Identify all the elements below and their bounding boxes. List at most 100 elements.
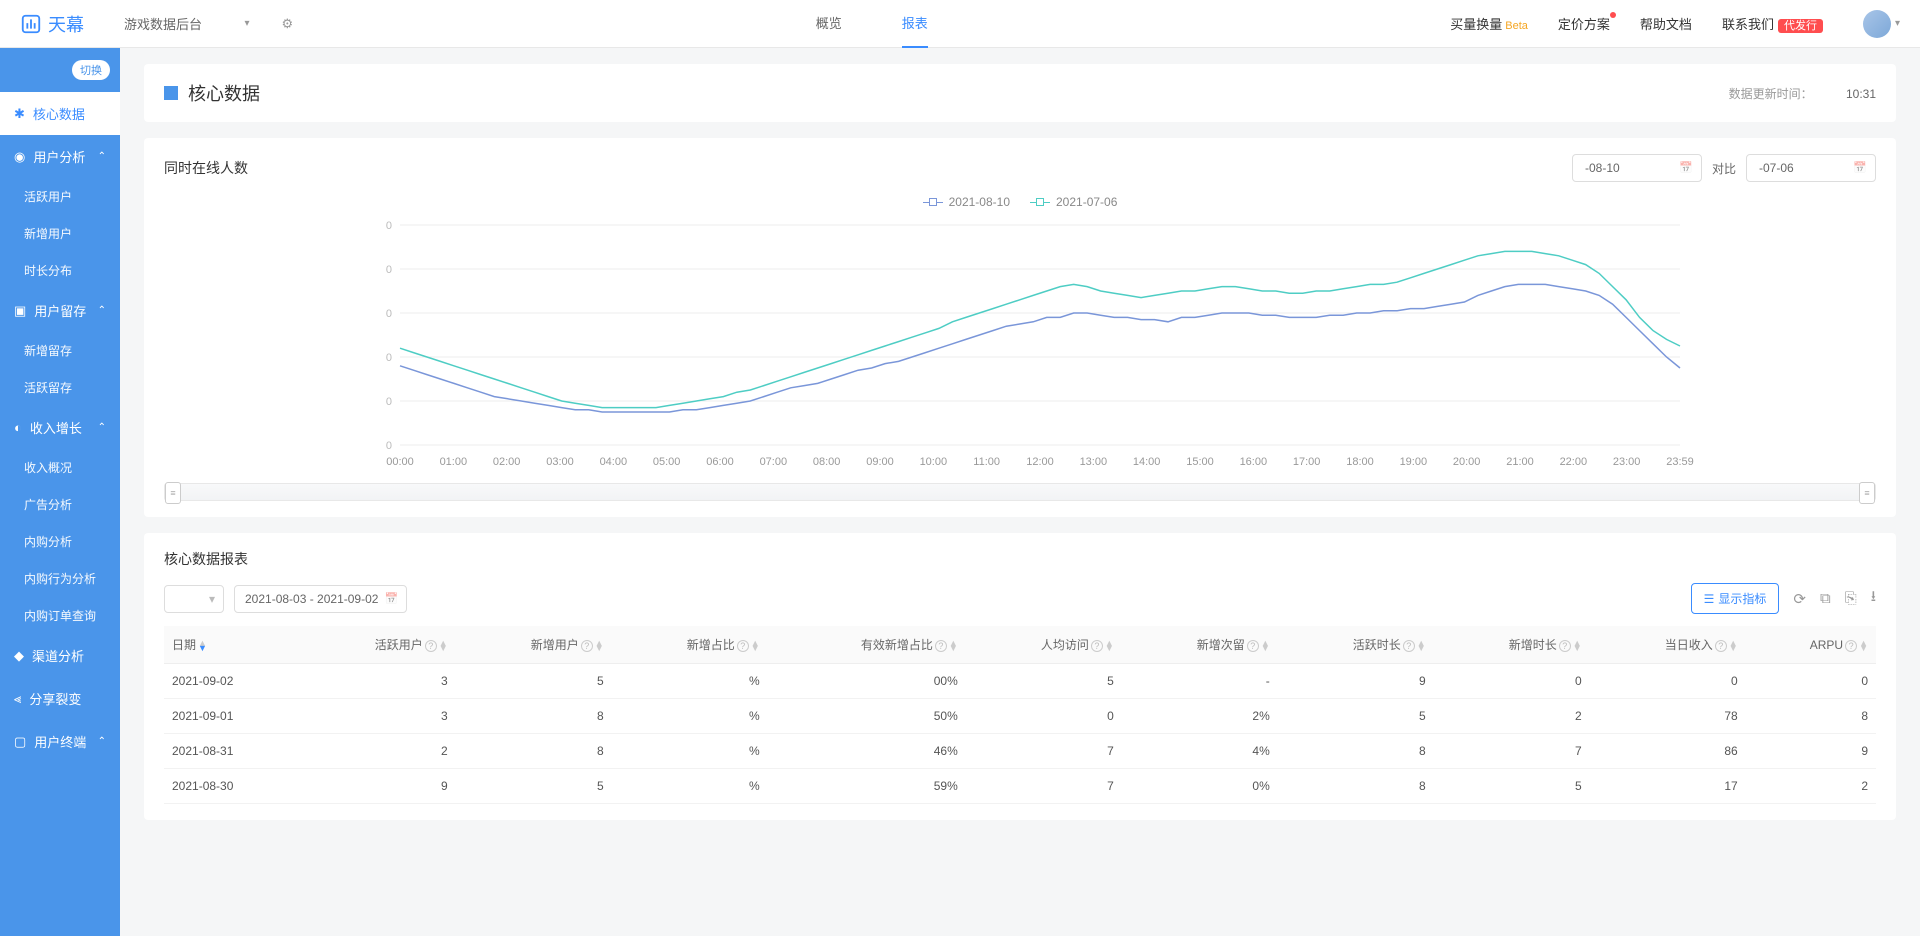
col-header[interactable]: 新增次留?▲▼	[1122, 626, 1278, 664]
sidebar-item-device[interactable]: ▢ 用户终端⌃	[0, 720, 120, 763]
table-cell: 2%	[1122, 699, 1278, 734]
sidebar-sub-iap-behavior[interactable]: 内购行为分析	[0, 560, 120, 597]
tab-overview[interactable]: 概览	[816, 0, 842, 48]
table-cell: 2021-09-01	[164, 699, 300, 734]
update-time: 数据更新时间： 10:31	[1729, 85, 1876, 102]
svg-text:23:59: 23:59	[1666, 456, 1694, 468]
col-header[interactable]: 活跃用户?▲▼	[300, 626, 456, 664]
table-cell: %	[612, 699, 768, 734]
svg-text:08:00: 08:00	[813, 456, 841, 468]
sidebar-item-user-analysis[interactable]: ◉ 用户分析⌃	[0, 135, 120, 178]
svg-text:13:00: 13:00	[1080, 456, 1108, 468]
table-cell: 0	[966, 699, 1122, 734]
nav-contact[interactable]: 联系我们代发行	[1722, 14, 1823, 33]
col-header[interactable]: 新增时长?▲▼	[1434, 626, 1590, 664]
col-header[interactable]: 当日收入?▲▼	[1590, 626, 1746, 664]
copy-icon[interactable]: ⧉	[1820, 590, 1831, 607]
col-header[interactable]: ARPU?▲▼	[1746, 626, 1876, 664]
switch-button[interactable]: 切换	[72, 60, 110, 80]
sidebar-sub-ad-analysis[interactable]: 广告分析	[0, 486, 120, 523]
tab-report[interactable]: 报表	[902, 0, 928, 48]
table-cell: 3	[300, 699, 456, 734]
table-cell: 2	[1746, 769, 1876, 804]
table-cell: 2	[300, 734, 456, 769]
svg-text:09:00: 09:00	[866, 456, 894, 468]
svg-text:0: 0	[386, 220, 392, 232]
table-cell: 8	[1278, 769, 1434, 804]
nav-help[interactable]: 帮助文档	[1640, 14, 1692, 33]
table-cell: 0	[1590, 664, 1746, 699]
col-header[interactable]: 活跃时长?▲▼	[1278, 626, 1434, 664]
date-picker-1[interactable]: -08-10	[1572, 154, 1702, 182]
chart-title: 同时在线人数	[164, 158, 248, 178]
table-cell: 50%	[768, 699, 966, 734]
col-header[interactable]: 新增用户?▲▼	[456, 626, 612, 664]
refresh-icon[interactable]: ⟳	[1793, 590, 1806, 608]
table-cell: 4%	[1122, 734, 1278, 769]
svg-text:14:00: 14:00	[1133, 456, 1161, 468]
nav-traffic[interactable]: 买量换量Beta	[1450, 14, 1528, 33]
col-header[interactable]: 日期▲▼	[164, 626, 300, 664]
svg-text:07:00: 07:00	[760, 456, 788, 468]
sidebar-sub-active-retention[interactable]: 活跃留存	[0, 369, 120, 406]
sidebar-sub-iap-analysis[interactable]: 内购分析	[0, 523, 120, 560]
table-cell: 8	[1278, 734, 1434, 769]
table-date-range[interactable]: 2021-08-03 - 2021-09-02	[234, 585, 407, 613]
download-icon[interactable]: ⭳	[1871, 586, 1876, 611]
table-cell: 9	[1746, 734, 1876, 769]
time-slider[interactable]: ≡ ≡	[164, 483, 1876, 501]
sidebar-item-share[interactable]: ⪡ 分享裂变	[0, 677, 120, 720]
sidebar-item-channel[interactable]: ◆ 渠道分析	[0, 634, 120, 677]
col-header[interactable]: 有效新增占比?▲▼	[768, 626, 966, 664]
svg-text:02:00: 02:00	[493, 456, 521, 468]
table-cell: 78	[1590, 699, 1746, 734]
app-dropdown[interactable]: ▾	[210, 12, 261, 35]
sidebar-sub-active-users[interactable]: 活跃用户	[0, 178, 120, 215]
svg-text:16:00: 16:00	[1240, 456, 1268, 468]
sidebar-sub-iap-orders[interactable]: 内购订单查询	[0, 597, 120, 634]
table-cell: %	[612, 769, 768, 804]
table-cell: 86	[1590, 734, 1746, 769]
table-filter-select[interactable]	[164, 585, 224, 613]
table-row: 2021-09-0235%00%5-9000	[164, 664, 1876, 699]
sidebar-sub-new-retention[interactable]: 新增留存	[0, 332, 120, 369]
gear-icon[interactable]: ⚙	[282, 16, 294, 32]
logo[interactable]: 天幕	[20, 11, 84, 37]
sidebar-item-core[interactable]: ✱ 核心数据	[0, 92, 120, 135]
show-metrics-button[interactable]: ☰ 显示指标	[1691, 583, 1780, 614]
sidebar-sub-new-users[interactable]: 新增用户	[0, 215, 120, 252]
table-cell: 59%	[768, 769, 966, 804]
data-table: 日期▲▼活跃用户?▲▼新增用户?▲▼新增占比?▲▼有效新增占比?▲▼人均访问?▲…	[164, 626, 1876, 804]
svg-text:17:00: 17:00	[1293, 456, 1321, 468]
table-cell: 46%	[768, 734, 966, 769]
table-cell: -	[1122, 664, 1278, 699]
col-header[interactable]: 新增占比?▲▼	[612, 626, 768, 664]
nav-pricing[interactable]: 定价方案	[1558, 14, 1610, 33]
table-cell: 17	[1590, 769, 1746, 804]
svg-text:0: 0	[386, 264, 392, 276]
table-cell: 5	[456, 664, 612, 699]
export-icon[interactable]: ⎘	[1845, 590, 1857, 607]
avatar[interactable]	[1863, 10, 1891, 38]
main-content: 核心数据 数据更新时间： 10:31 同时在线人数 -08-10 对比 -07-…	[120, 48, 1920, 936]
date-picker-2[interactable]: -07-06	[1746, 154, 1876, 182]
sidebar-item-revenue[interactable]: ◐ 收入增长⌃	[0, 406, 120, 449]
svg-text:03:00: 03:00	[546, 456, 574, 468]
top-nav: 天幕 游戏数据后台 ▾ ⚙ 概览 报表 买量换量Beta 定价方案 帮助文档 联…	[0, 0, 1920, 48]
sidebar-item-retention[interactable]: ▣ 用户留存⌃	[0, 289, 120, 332]
svg-text:06:00: 06:00	[706, 456, 734, 468]
svg-text:12:00: 12:00	[1026, 456, 1054, 468]
table-cell: 8	[1746, 699, 1876, 734]
col-header[interactable]: 人均访问?▲▼	[966, 626, 1122, 664]
svg-text:0: 0	[386, 308, 392, 320]
line-chart[interactable]: 00000000:0001:0002:0003:0004:0005:0006:0…	[164, 215, 1876, 475]
table-cell: 8	[456, 699, 612, 734]
svg-text:0: 0	[386, 396, 392, 408]
table-cell: 5	[1278, 699, 1434, 734]
svg-text:15:00: 15:00	[1186, 456, 1214, 468]
table-cell: %	[612, 734, 768, 769]
table-row: 2021-09-0138%50%02%52788	[164, 699, 1876, 734]
sidebar-sub-duration[interactable]: 时长分布	[0, 252, 120, 289]
sidebar-sub-revenue-overview[interactable]: 收入概况	[0, 449, 120, 486]
svg-text:21:00: 21:00	[1506, 456, 1534, 468]
